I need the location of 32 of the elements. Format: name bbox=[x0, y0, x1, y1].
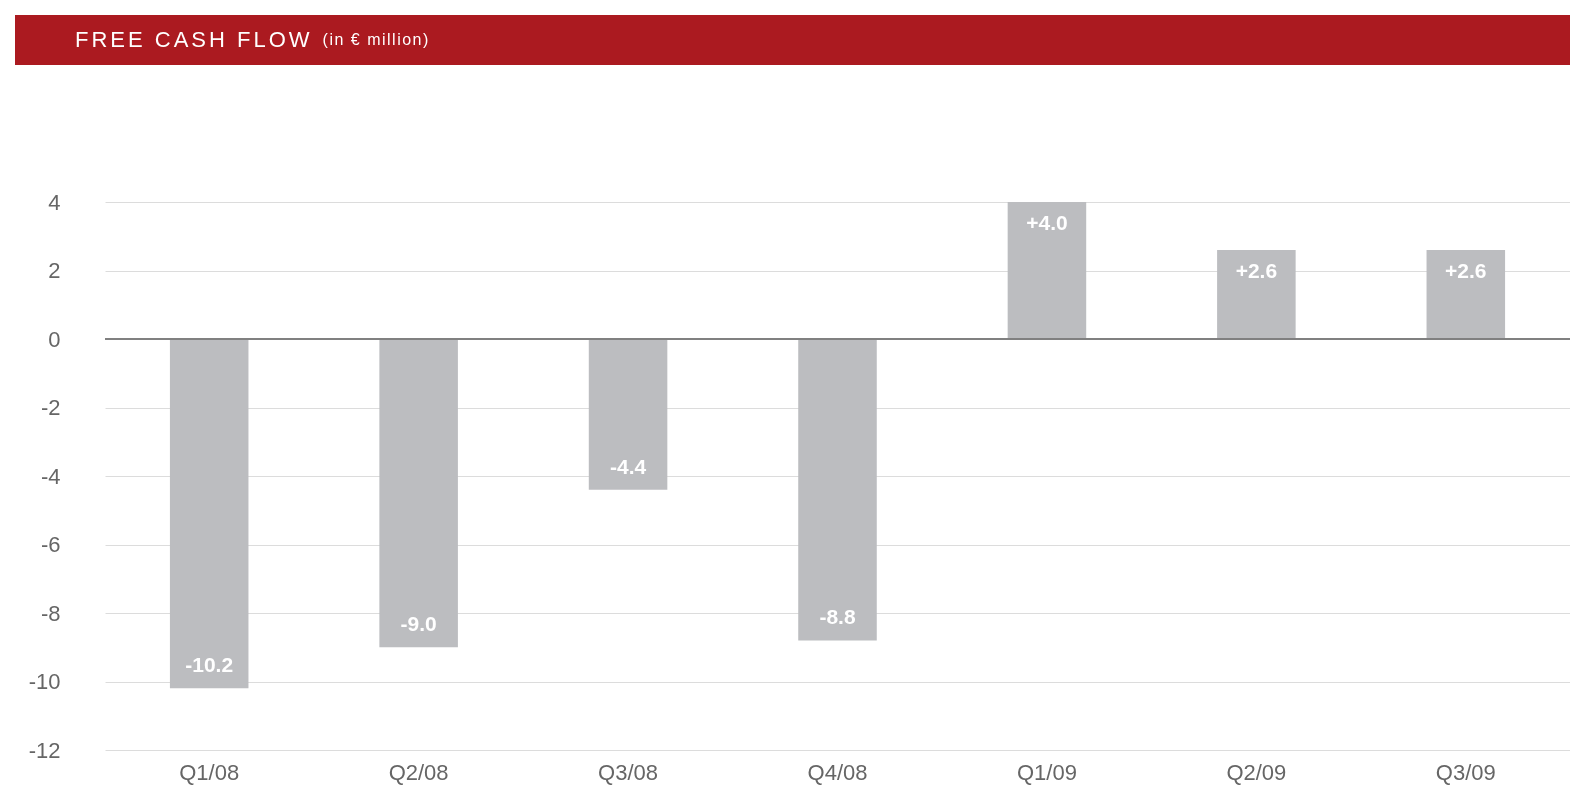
data-label: +2.6 bbox=[1445, 258, 1487, 282]
x-tick-label: Q1/09 bbox=[1016, 759, 1077, 785]
x-tick-label: Q2/09 bbox=[1226, 759, 1287, 785]
y-tick-label: 2 bbox=[48, 258, 61, 283]
x-tick-label: Q3/09 bbox=[1435, 759, 1496, 785]
y-tick-label: -2 bbox=[40, 395, 61, 420]
bar bbox=[588, 339, 668, 490]
y-tick-label: -12 bbox=[28, 737, 61, 763]
chart-subtitle: (in € million) bbox=[322, 31, 430, 49]
bar bbox=[1007, 202, 1087, 339]
data-label: +4.0 bbox=[1026, 211, 1068, 234]
y-tick-label: -8 bbox=[40, 600, 61, 626]
y-tick-label: -4 bbox=[40, 463, 61, 489]
data-label: -8.8 bbox=[819, 605, 856, 629]
bar bbox=[379, 339, 458, 648]
bar bbox=[1426, 249, 1506, 339]
x-tick-label: Q3/08 bbox=[598, 759, 659, 785]
data-label: -9.0 bbox=[400, 612, 437, 636]
data-label: -4.4 bbox=[609, 454, 647, 478]
y-tick-label: -6 bbox=[40, 532, 61, 557]
y-tick-label: 0 bbox=[48, 326, 61, 352]
chart-title: FREE CASH FLOW bbox=[75, 27, 313, 53]
data-label: -10.2 bbox=[185, 653, 234, 677]
x-tick-label: Q4/08 bbox=[807, 759, 868, 785]
data-label: +2.6 bbox=[1235, 258, 1278, 282]
x-tick-label: Q1/08 bbox=[179, 759, 240, 785]
y-tick-label: -10 bbox=[28, 669, 61, 694]
bar bbox=[1217, 249, 1296, 339]
x-tick-label: Q2/08 bbox=[388, 759, 449, 785]
bar bbox=[169, 339, 249, 689]
y-tick-label: 4 bbox=[48, 189, 61, 215]
bar bbox=[798, 339, 877, 641]
